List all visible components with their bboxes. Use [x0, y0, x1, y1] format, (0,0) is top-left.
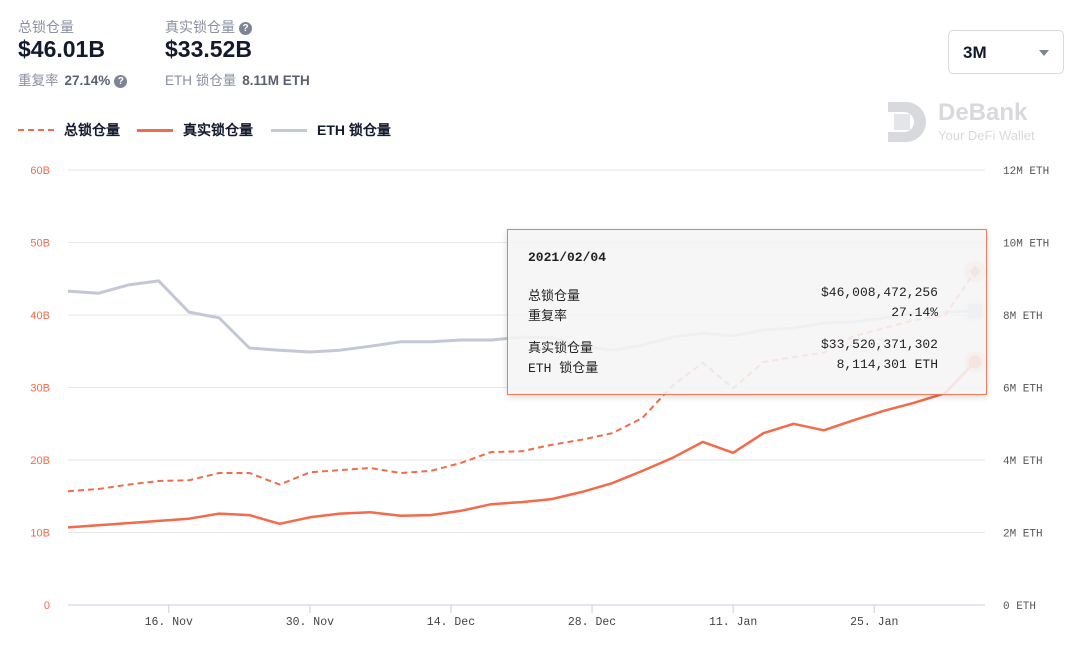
tooltip-value: 27.14%	[891, 305, 938, 320]
y-right-tick-label: 6M ETH	[1003, 384, 1043, 396]
tooltip-value: $33,520,371,302	[820, 337, 938, 352]
debank-logo-icon	[888, 102, 926, 142]
tooltip-label: 重复率	[528, 309, 568, 324]
x-tick-label: 25. Jan	[850, 616, 898, 629]
y-left-tick-label: 60B	[30, 165, 50, 177]
chevron-down-icon	[1039, 50, 1049, 56]
y-left-tick-label: 50B	[30, 238, 50, 250]
eth-locked: ETH 锁仓量 8.11M ETH	[165, 69, 310, 89]
y-left-tick-label: 10B	[30, 528, 50, 540]
x-tick-label: 30. Nov	[286, 616, 334, 629]
y-right-tick-label: 2M ETH	[1003, 529, 1043, 541]
tooltip-label: 真实锁仓量	[528, 341, 594, 356]
debank-watermark: DeBank Your DeFi Wallet	[888, 100, 1068, 146]
y-left-tick-label: 20B	[30, 455, 50, 467]
dup-rate-value: 27.14%	[64, 73, 111, 88]
y-right-tick-label: 0 ETH	[1003, 601, 1036, 613]
tooltip-row-dup: 重复率 27.14%	[528, 305, 938, 324]
eth-locked-value: 8.11M ETH	[242, 73, 310, 88]
y-left-tick-label: 30B	[30, 383, 50, 395]
legend-total-label: 总锁仓量	[64, 122, 120, 138]
watermark-brand: DeBank	[938, 99, 1028, 126]
x-tick-label: 16. Nov	[145, 616, 193, 629]
help-icon[interactable]: ?	[114, 75, 128, 88]
legend-eth[interactable]: ETH 锁仓量	[271, 120, 391, 140]
real-tvl-label: 真实锁仓量	[165, 19, 235, 35]
dashed-line-icon	[18, 129, 54, 131]
eth-locked-label: ETH 锁仓量	[165, 73, 237, 88]
x-tick-label: 28. Dec	[568, 616, 616, 629]
tooltip-row-real: 真实锁仓量 $33,520,371,302	[528, 337, 938, 356]
tooltip-label: ETH 锁仓量	[528, 361, 599, 376]
tooltip-row-eth: ETH 锁仓量 8,114,301 ETH	[528, 357, 938, 376]
real-tvl-line	[67, 361, 976, 529]
real-tvl-value: $33.52B	[165, 36, 252, 62]
dup-rate-label: 重复率	[18, 73, 59, 88]
legend-total[interactable]: 总锁仓量	[18, 120, 120, 140]
solid-line-icon	[137, 128, 173, 132]
y-left-tick-label: 0	[44, 600, 50, 612]
chart-tooltip: 2021/02/04 总锁仓量 $46,008,472,256 重复率 27.14%…	[507, 229, 987, 395]
total-tvl-label: 总锁仓量	[18, 19, 74, 35]
tooltip-date: 2021/02/04	[528, 250, 607, 265]
range-select-value: 3M	[963, 43, 987, 62]
real-tvl-label-wrap: 真实锁仓量?	[165, 17, 252, 37]
help-icon[interactable]: ?	[239, 22, 252, 35]
range-select[interactable]: 3M	[948, 30, 1064, 74]
y-right-tick-label: 4M ETH	[1003, 456, 1043, 468]
grey-line-icon	[271, 128, 307, 132]
watermark-tagline: Your DeFi Wallet	[938, 128, 1035, 143]
tooltip-row-total: 总锁仓量 $46,008,472,256	[528, 285, 938, 304]
y-right-tick-label: 12M ETH	[1003, 166, 1049, 178]
tooltip-value: $46,008,472,256	[820, 285, 938, 300]
x-tick-label: 14. Dec	[427, 616, 475, 629]
dup-rate: 重复率 27.14%?	[18, 69, 128, 89]
y-right-tick-label: 8M ETH	[1003, 311, 1043, 323]
y-right-tick-label: 10M ETH	[1003, 239, 1049, 251]
total-tvl-value: $46.01B	[18, 36, 105, 62]
legend-eth-label: ETH 锁仓量	[317, 122, 391, 138]
tooltip-label: 总锁仓量	[528, 289, 581, 304]
legend-real-label: 真实锁仓量	[183, 122, 253, 138]
y-left-tick-label: 40B	[30, 310, 50, 322]
tooltip-value: 8,114,301 ETH	[836, 357, 938, 372]
legend-real[interactable]: 真实锁仓量	[137, 120, 253, 140]
x-tick-label: 11. Jan	[709, 616, 757, 629]
